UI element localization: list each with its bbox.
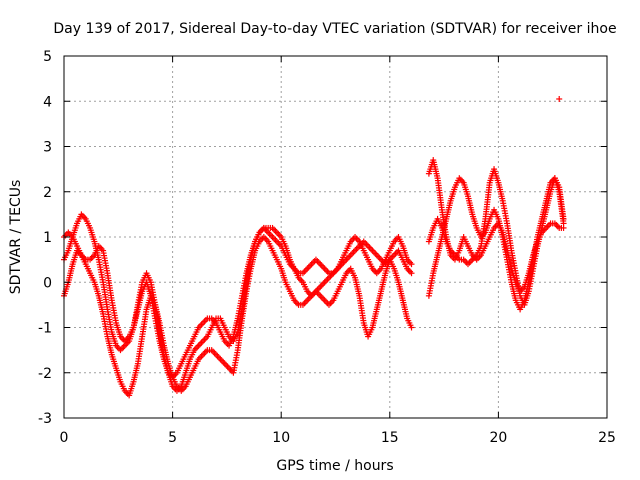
data-point [408, 261, 415, 268]
y-tick-label: -3 [38, 411, 52, 427]
x-tick-labels: 0 5 10 15 20 25 [60, 430, 616, 446]
y-tick-label: 1 [43, 230, 52, 246]
y-tick-label: 3 [43, 140, 52, 156]
data-points [61, 95, 567, 399]
axis-ticks [63, 55, 608, 419]
y-tick-labels: -3 -2 -1 0 1 2 3 4 5 [38, 49, 52, 427]
x-tick-label: 15 [381, 430, 399, 446]
grid-lines [64, 56, 607, 418]
y-tick-label: -2 [38, 366, 52, 382]
x-tick-label: 25 [598, 430, 616, 446]
y-tick-label: 4 [43, 94, 52, 110]
y-tick-label: 2 [43, 185, 52, 201]
data-point [408, 324, 415, 331]
outlier-point [556, 95, 563, 102]
x-tick-label: 5 [168, 430, 177, 446]
y-tick-label: 5 [43, 49, 52, 65]
y-axis-label: SDTVAR / TECUs [8, 180, 24, 295]
x-tick-label: 0 [60, 430, 69, 446]
x-axis-label: GPS time / hours [276, 458, 393, 474]
data-point [408, 270, 415, 277]
x-tick-label: 20 [489, 430, 507, 446]
data-point [560, 215, 567, 222]
y-tick-label: -1 [38, 321, 52, 337]
x-tick-label: 10 [272, 430, 290, 446]
y-tick-label: 0 [43, 275, 52, 291]
chart-title: Day 139 of 2017, Sidereal Day-to-day VTE… [53, 21, 616, 37]
